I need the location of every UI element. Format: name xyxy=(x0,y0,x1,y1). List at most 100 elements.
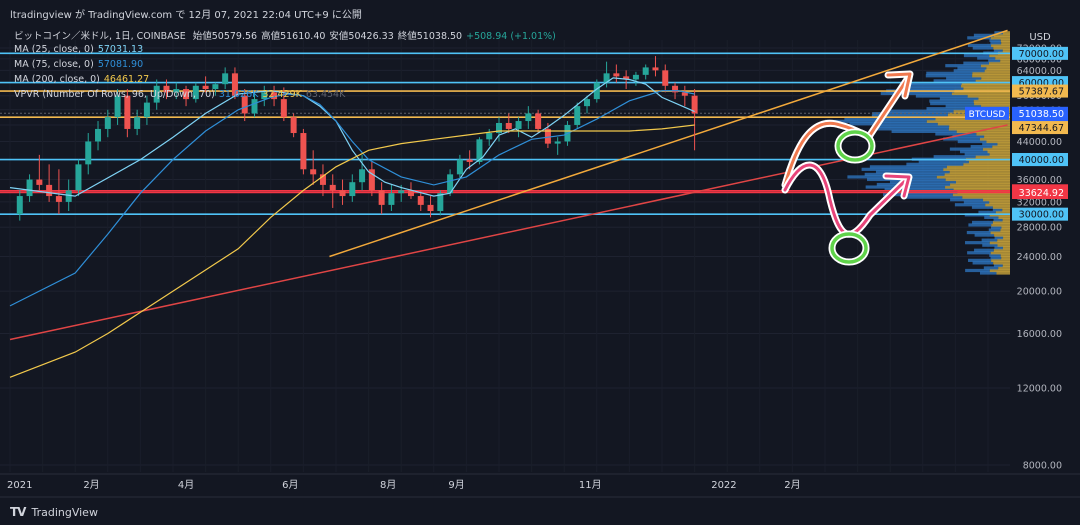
vpvr-bar-down xyxy=(992,205,1010,209)
vpvr-bar-down xyxy=(984,69,1010,73)
candle-body xyxy=(476,139,483,162)
vpvr-bar-up xyxy=(994,246,1003,250)
vpvr-bar-down xyxy=(984,134,1010,139)
vpvr-bar-up xyxy=(889,180,956,184)
vpvr-bar-up xyxy=(906,86,964,91)
vpvr-bar-up xyxy=(974,248,994,252)
price-tick: 64000.00 xyxy=(1017,66,1062,77)
vpvr-bar-up xyxy=(990,41,1002,45)
vpvr-bar-down xyxy=(985,203,1010,207)
vpvr-bar-up xyxy=(982,142,998,146)
vpvr-bar-down xyxy=(945,177,1010,182)
vpvr-bar-up xyxy=(990,225,1002,230)
vpvr-bar-down xyxy=(990,251,1010,255)
candle-body xyxy=(192,85,199,100)
candle-body xyxy=(584,99,591,107)
vpvr-bar-up xyxy=(844,117,936,121)
indicator-legend-1[interactable]: MA (75, close, 0) 57081.90 xyxy=(14,59,147,70)
vpvr-bar-up xyxy=(957,66,987,70)
vpvr-bar-up xyxy=(935,132,977,136)
ohlc-item-0: 始値50579.56 xyxy=(192,31,258,42)
candle-body xyxy=(153,85,160,103)
candle-body xyxy=(368,169,375,191)
vpvr-bar-up xyxy=(967,43,992,48)
price-tick: 36000.00 xyxy=(1017,175,1062,186)
vpvr-bar-up xyxy=(993,48,1003,53)
vpvr-bar-down xyxy=(956,129,1010,134)
vpvr-bar-up xyxy=(970,144,993,149)
candle-body xyxy=(290,117,297,134)
candle-body xyxy=(632,74,639,80)
vpvr-bar-down xyxy=(943,167,1010,171)
vpvr-bar-down xyxy=(1001,256,1010,260)
vpvr-bar-down xyxy=(997,238,1010,242)
candle-body xyxy=(447,174,454,194)
symbol-name: ビットコイン／米ドル, 1日, COINBASE xyxy=(14,31,186,42)
vpvr-bar-down xyxy=(991,43,1010,48)
candle-body xyxy=(681,92,688,96)
vpvr-bar-down xyxy=(991,258,1010,262)
vpvr-bar-up xyxy=(988,59,1001,63)
vpvr-bar-down xyxy=(962,195,1010,199)
vpvr-bar-down xyxy=(989,200,1010,204)
vpvr-bar-up xyxy=(930,102,975,106)
vpvr-bar-up xyxy=(901,84,961,88)
candle-body xyxy=(359,169,366,183)
indicator-legend-2[interactable]: MA (200, close, 0) 46461.27 xyxy=(14,74,153,85)
vpvr-bar-down xyxy=(978,96,1010,101)
moving-averages xyxy=(9,77,695,378)
vpvr-bar-down xyxy=(1002,48,1010,53)
candle-body xyxy=(104,117,111,129)
vpvr-bar-up xyxy=(946,76,982,80)
candle-body xyxy=(427,204,434,212)
vpvr-bar-up xyxy=(926,107,973,111)
vpvr-bar-up xyxy=(977,56,996,60)
indicator-label: MA (200, close, 0) xyxy=(14,74,100,85)
symbol-legend: ビットコイン／米ドル, 1日, COINBASE 始値50579.56 高値516… xyxy=(14,28,564,42)
price-tick: 68000.00 xyxy=(1017,54,1062,65)
candle-body xyxy=(183,89,190,100)
candle-body xyxy=(46,184,53,197)
vpvr-bar-up xyxy=(989,38,1001,42)
time-tick: 4月 xyxy=(178,479,194,491)
vpvr-bar-up xyxy=(918,160,969,164)
candle-body xyxy=(613,73,620,77)
price-badge-text: 51038.50 xyxy=(1019,109,1064,120)
vpvr-bar-down xyxy=(990,230,1010,235)
vpvr-bar-down xyxy=(986,66,1010,70)
vpvr-bar-up xyxy=(963,61,990,65)
tradingview-logo-icon: TV xyxy=(10,505,27,519)
vpvr-bar-up xyxy=(884,109,954,113)
vpvr-bar-down xyxy=(968,160,1010,164)
vpvr-bar-down xyxy=(1002,246,1010,250)
footer-brand: TradingView xyxy=(31,505,98,519)
indicator-legend-3[interactable]: VPVR (Number Of Rows, 96, Up/Down, 70) 31… xyxy=(14,89,349,100)
price-tick: 44000.00 xyxy=(1017,137,1062,148)
candle-body xyxy=(554,141,561,144)
vpvr-bar-down xyxy=(960,84,1010,88)
vpvr-bar-down xyxy=(945,185,1010,189)
level-badge-text: 70000.00 xyxy=(1019,49,1064,60)
vpvr-bar-down xyxy=(993,261,1010,265)
vpvr-bar-up xyxy=(971,205,993,209)
vpvr-bar-down xyxy=(992,220,1010,225)
level-badge xyxy=(1012,207,1068,221)
vpvr-bar-up xyxy=(871,114,948,118)
vpvr-bar-down xyxy=(994,233,1010,237)
price-tick: 32000.00 xyxy=(1017,197,1062,208)
candles xyxy=(16,56,698,221)
candle-body xyxy=(143,102,150,118)
vpvr-bar-down xyxy=(986,139,1010,144)
candle-body xyxy=(574,106,581,125)
candle-body xyxy=(349,182,356,197)
price-badge-text: 57387.67 xyxy=(1019,87,1064,98)
candle-body xyxy=(662,70,669,86)
indicator-legend-0[interactable]: MA (25, close, 0) 57031.13 xyxy=(14,44,147,55)
vpvr-bar-down xyxy=(997,142,1010,146)
vpvr-bar-down xyxy=(972,74,1010,78)
vpvr-bar-down xyxy=(1002,31,1010,35)
ohlc-values: 始値50579.56 高値51610.40 安値50426.33 終値51038.50… xyxy=(193,31,560,42)
vpvr-bar-down xyxy=(997,243,1010,247)
vpvr-bar-down xyxy=(955,180,1010,184)
